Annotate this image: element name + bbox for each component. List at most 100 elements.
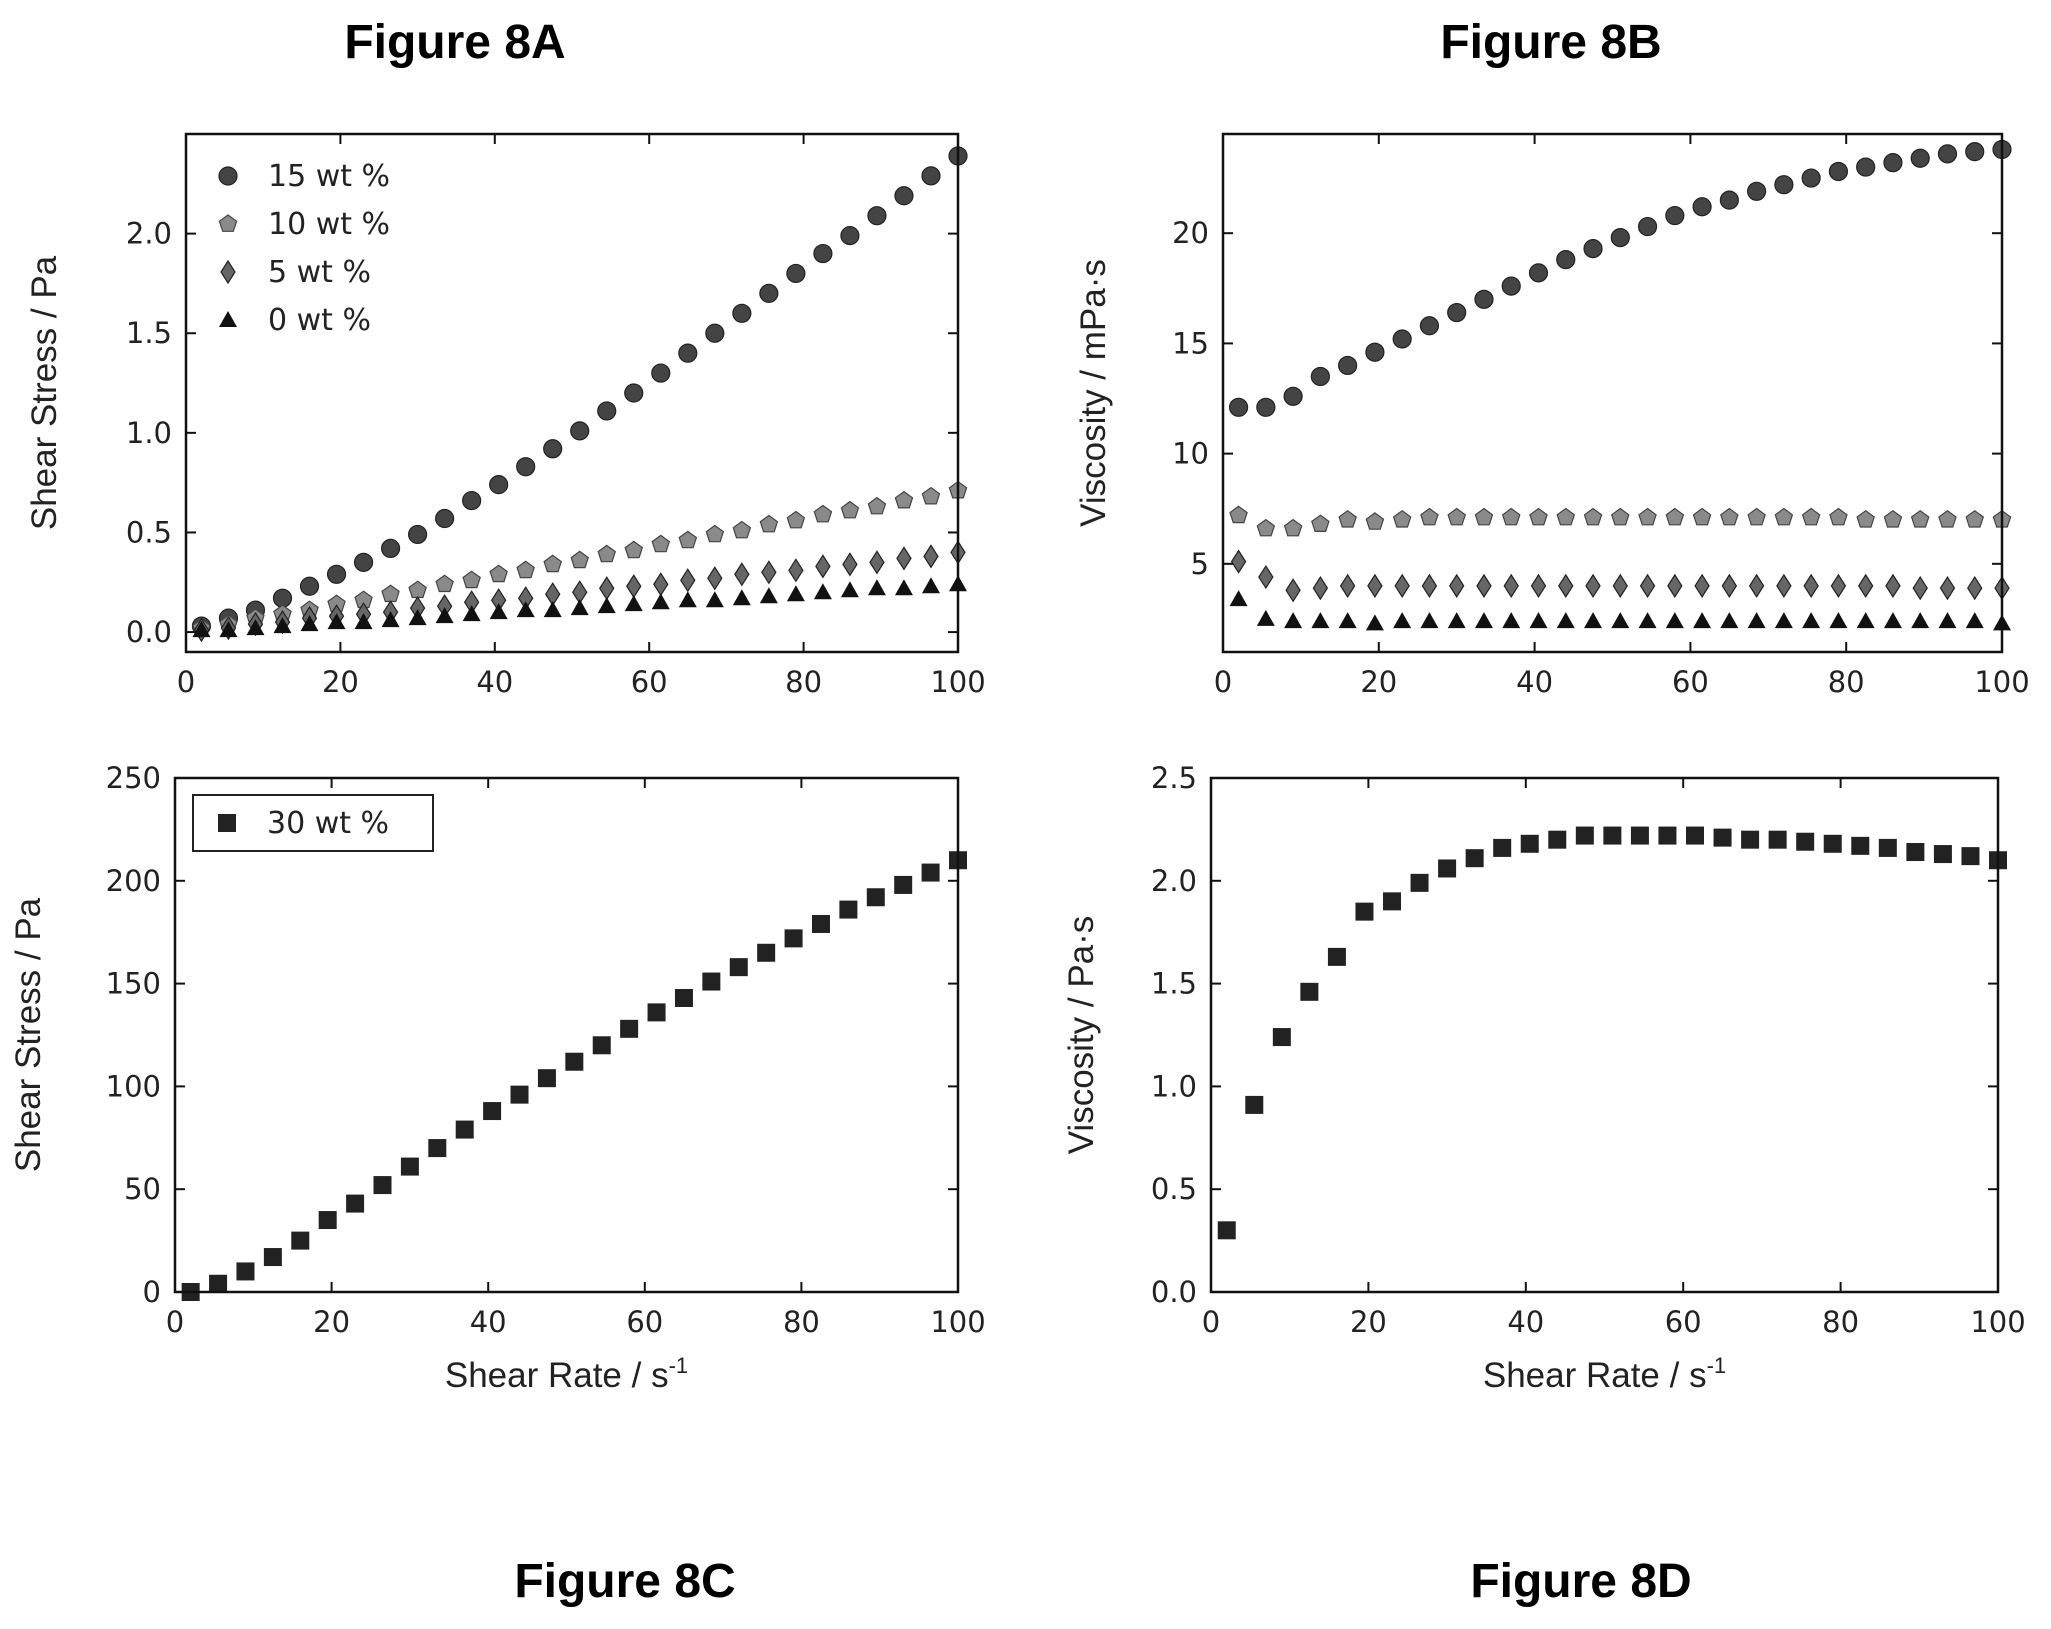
- data-point: [1667, 573, 1683, 598]
- data-point: [1823, 834, 1842, 853]
- data-point: [592, 1036, 611, 1055]
- data-point: [1256, 397, 1276, 417]
- data-point: [813, 243, 833, 264]
- data-points: [191, 146, 968, 643]
- legend-marker: [218, 814, 236, 832]
- data-point: [327, 613, 346, 630]
- data-point: [653, 572, 669, 597]
- data-point: [1885, 573, 1901, 598]
- data-point: [1720, 507, 1739, 526]
- data-point: [786, 263, 806, 284]
- data-point: [1502, 612, 1521, 629]
- data-point: [840, 500, 860, 519]
- data-point: [1447, 507, 1467, 526]
- data-point: [1912, 575, 1928, 601]
- data-point: [1801, 168, 1821, 188]
- data-point: [788, 558, 804, 583]
- data-point: [489, 603, 508, 620]
- data-point: [705, 591, 724, 608]
- x-tick-label: 0: [1202, 1305, 1220, 1339]
- data-point: [346, 1194, 365, 1213]
- data-point: [1828, 161, 1849, 182]
- data-point: [867, 579, 886, 596]
- data-point: [408, 580, 427, 599]
- data-point: [705, 323, 725, 343]
- data-point: [299, 576, 320, 596]
- data-point: [894, 579, 913, 596]
- data-point: [1965, 612, 1984, 629]
- legend-marker: [220, 259, 236, 285]
- data-point: [1906, 843, 1925, 862]
- data-point: [570, 421, 590, 441]
- data-point: [894, 490, 914, 509]
- x-tick-label: 80: [1822, 1305, 1859, 1339]
- data-point: [462, 570, 481, 589]
- y-tick-label: 2.0: [126, 217, 172, 251]
- x-tick-label: 80: [1828, 665, 1865, 699]
- data-point: [381, 584, 400, 603]
- series-2: [192, 480, 968, 637]
- data-point: [1300, 982, 1319, 1001]
- data-point: [786, 585, 805, 602]
- x-tick-label: 100: [1970, 1305, 2025, 1339]
- data-point: [326, 564, 347, 584]
- data-point: [1747, 612, 1766, 629]
- data-point: [1721, 573, 1738, 598]
- data-point: [516, 457, 536, 477]
- data-point: [1883, 612, 1902, 629]
- data-point: [1338, 509, 1357, 528]
- data-point: [1556, 507, 1576, 526]
- data-point: [435, 574, 454, 593]
- legend: 30 wt %: [192, 794, 434, 852]
- data-point: [1285, 578, 1301, 603]
- data-point: [1856, 612, 1875, 629]
- y-tick-label: 200: [106, 864, 161, 898]
- data-point: [1741, 830, 1760, 849]
- y-tick-label: 150: [106, 967, 161, 1001]
- data-point: [1447, 302, 1467, 323]
- series-1: [181, 851, 967, 1301]
- y-tick-label: 0.5: [126, 515, 172, 549]
- data-point: [1585, 573, 1601, 598]
- data-point: [1748, 573, 1765, 598]
- data-point: [813, 504, 833, 523]
- data-point: [1476, 573, 1492, 598]
- data-point: [570, 599, 589, 616]
- x-tick-label: 0: [1214, 665, 1232, 699]
- data-point: [680, 568, 696, 593]
- y-axis-label: Shear Stress / Pa: [25, 255, 64, 530]
- data-point: [1338, 355, 1358, 376]
- legend-label: 5 wt %: [268, 255, 371, 290]
- y-axis-label: Viscosity / Pa·s: [1062, 916, 1101, 1155]
- data-point: [1528, 263, 1549, 283]
- data-point: [1393, 612, 1412, 629]
- data-point: [483, 1102, 502, 1121]
- x-tick-label: 40: [476, 665, 513, 699]
- data-point: [1965, 142, 1985, 162]
- data-point: [1686, 826, 1705, 845]
- data-point: [455, 1120, 474, 1139]
- x-tick-label: 20: [322, 665, 359, 699]
- data-point: [597, 401, 617, 421]
- series-4: [192, 575, 967, 638]
- data-point: [381, 611, 400, 628]
- data-point: [1612, 573, 1629, 598]
- x-tick-label: 80: [783, 1305, 820, 1339]
- data-point: [813, 583, 832, 600]
- data-point: [489, 564, 508, 583]
- data-point: [1967, 575, 1983, 601]
- y-tick-label: 0.0: [126, 615, 172, 649]
- data-point: [1338, 612, 1357, 629]
- x-tick-label: 80: [785, 665, 822, 699]
- data-point: [1692, 197, 1712, 217]
- y-tick-label: 250: [106, 761, 161, 795]
- data-point: [1311, 514, 1330, 533]
- data-point: [1272, 1028, 1291, 1047]
- data-point: [1558, 573, 1574, 598]
- data-point: [1327, 947, 1346, 966]
- data-point: [570, 550, 590, 569]
- data-point: [1312, 575, 1329, 601]
- data-point: [732, 520, 752, 539]
- data-point: [219, 621, 238, 638]
- data-point: [1339, 573, 1356, 598]
